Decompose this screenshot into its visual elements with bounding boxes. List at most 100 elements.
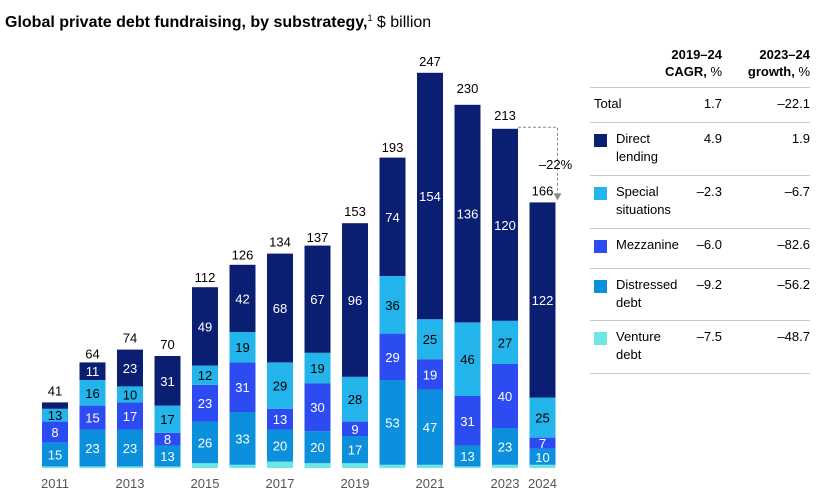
row-label: Total	[594, 96, 622, 111]
bar-segment-venture_debt	[229, 464, 256, 468]
bar-segment-special_situations	[42, 408, 68, 422]
chart-title: Global private debt fundraising, by subs…	[5, 8, 431, 33]
growth-value: –6.7	[784, 184, 810, 199]
segment-label: 46	[460, 352, 474, 367]
row-label: debt	[616, 295, 642, 310]
total-label: 41	[48, 383, 62, 398]
growth-value: –48.7	[777, 329, 810, 344]
bar-segment-direct_lending	[42, 402, 68, 409]
segment-label: 13	[460, 449, 474, 464]
bar-segment-venture_debt	[304, 463, 331, 468]
segment-label: 136	[457, 207, 479, 222]
table-divider	[590, 320, 810, 321]
bar-segment-mezzanine	[492, 364, 518, 428]
bar-segment-venture_debt	[267, 461, 293, 468]
chart-unit: $ billion	[376, 14, 432, 31]
bar-segment-direct_lending	[117, 349, 143, 387]
segment-label: 13	[160, 449, 174, 464]
bar-segment-mezzanine	[42, 421, 68, 443]
segment-label: 29	[385, 350, 399, 365]
bar-segment-venture_debt	[117, 466, 143, 468]
bar-segment-distressed_debt	[42, 442, 68, 467]
segment-label: 29	[273, 379, 287, 394]
bar-segment-distressed_debt	[492, 428, 518, 465]
segment-label: 13	[273, 412, 287, 427]
bar-segment-special_situations	[417, 319, 443, 360]
segment-label: 13	[48, 408, 62, 423]
bar-segment-distressed_debt	[117, 429, 143, 467]
segment-label: 19	[310, 361, 324, 376]
x-tick-label: 2021	[416, 476, 445, 491]
row-label: Venture	[616, 329, 661, 344]
header-cagr-line2: CAGR,	[664, 64, 707, 79]
bar-segment-venture_debt	[342, 463, 368, 468]
row-label: Mezzanine	[616, 237, 679, 252]
total-label: 70	[160, 337, 174, 352]
bar-segment-venture_debt	[529, 464, 556, 468]
header-cagr: 2019–24 CAGR, %	[650, 46, 722, 80]
bar-segment-special_situations	[342, 376, 368, 422]
segment-label: 40	[498, 389, 512, 404]
segment-label: 19	[235, 340, 249, 355]
x-tick-label: 2017	[266, 476, 295, 491]
table-divider	[590, 268, 810, 269]
segment-label: 8	[164, 432, 171, 447]
total-label: 153	[344, 204, 366, 219]
bar-segment-mezzanine	[529, 437, 556, 449]
header-growth-line2: growth,	[747, 64, 795, 79]
cagr-value: –2.3	[696, 184, 722, 199]
segment-label: 20	[273, 439, 287, 454]
segment-label: 15	[85, 411, 99, 426]
legend-swatch-direct_lending	[594, 134, 607, 147]
segment-label: 31	[460, 414, 474, 429]
segment-label: 47	[423, 420, 437, 435]
x-tick-label: 2013	[116, 476, 145, 491]
segment-label: 30	[310, 400, 324, 415]
bar-segment-direct_lending	[192, 287, 218, 366]
total-label: 166	[532, 183, 554, 198]
total-label: 230	[457, 81, 479, 96]
segment-label: 33	[235, 431, 249, 446]
segment-label: 25	[535, 411, 549, 426]
bar-segment-direct_lending	[342, 223, 368, 377]
bar-segment-direct_lending	[79, 362, 106, 380]
x-tick-label: 2011	[41, 476, 69, 491]
bar-segment-distressed_debt	[229, 412, 256, 465]
bar-segment-mezzanine	[304, 383, 331, 432]
bar-segment-mezzanine	[379, 333, 406, 380]
bar-segment-distressed_debt	[154, 445, 181, 467]
growth-value: –82.6	[777, 237, 810, 252]
bar-segment-direct_lending	[304, 245, 331, 353]
bar-segment-direct_lending	[267, 253, 293, 363]
bar-segment-mezzanine	[342, 421, 368, 436]
row-label: Distressed	[616, 277, 678, 292]
segment-label: 122	[532, 293, 554, 308]
segment-label: 31	[160, 374, 174, 389]
bar-segment-mezzanine	[154, 432, 181, 446]
total-label: 112	[195, 270, 216, 285]
bar-segment-special_situations	[492, 320, 518, 364]
header-growth-unit: %	[794, 64, 810, 79]
total-label: 126	[232, 247, 254, 262]
row-label: Direct	[616, 131, 650, 146]
bar-segment-mezzanine	[117, 402, 143, 430]
bar-segment-direct_lending	[417, 72, 443, 320]
segment-label: 16	[85, 386, 99, 401]
bar-segment-direct_lending	[229, 264, 256, 332]
bar-segment-mezzanine	[79, 405, 106, 430]
legend-swatch-special_situations	[594, 187, 607, 200]
segment-label: 23	[85, 441, 99, 456]
bar-segment-direct_lending	[154, 356, 181, 406]
segment-label: 9	[351, 422, 358, 437]
segment-label: 31	[235, 380, 249, 395]
total-label: 193	[382, 140, 404, 155]
segment-label: 23	[198, 396, 212, 411]
bar-segment-special_situations	[229, 332, 256, 363]
table-divider	[590, 122, 810, 123]
total-label: 213	[494, 108, 516, 123]
bar-segment-distressed_debt	[192, 421, 218, 464]
header-cagr-line1: 2019–24	[671, 47, 722, 62]
bar-segment-special_situations	[267, 362, 293, 409]
bar-segment-venture_debt	[79, 466, 106, 468]
legend-swatch-mezzanine	[594, 240, 607, 253]
